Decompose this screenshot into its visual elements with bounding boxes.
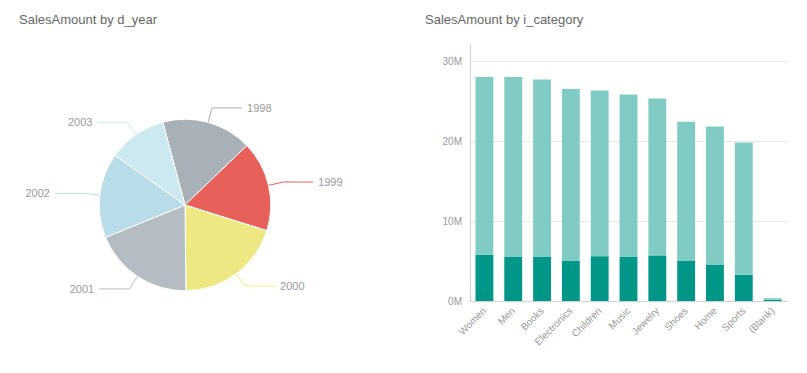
svg-text:Home: Home — [692, 305, 719, 332]
svg-text:(Blank): (Blank) — [746, 305, 776, 335]
svg-text:SalesAmount by i_category: SalesAmount by i_category — [425, 12, 584, 27]
svg-text:2003: 2003 — [68, 116, 92, 128]
svg-text:Music: Music — [606, 305, 632, 331]
svg-text:Electronics: Electronics — [532, 305, 574, 347]
svg-text:20M: 20M — [443, 136, 462, 147]
svg-text:Sports: Sports — [719, 305, 747, 333]
svg-text:1998: 1998 — [247, 102, 271, 114]
svg-text:1999: 1999 — [318, 176, 342, 188]
svg-text:2000: 2000 — [280, 280, 304, 292]
svg-text:2002: 2002 — [25, 187, 49, 199]
svg-text:10M: 10M — [443, 216, 462, 227]
svg-text:Men: Men — [496, 305, 518, 327]
svg-text:Books: Books — [519, 305, 546, 332]
svg-text:Jewelry: Jewelry — [629, 305, 661, 337]
svg-text:0M: 0M — [448, 296, 462, 307]
svg-text:2001: 2001 — [70, 283, 94, 295]
svg-text:Women: Women — [456, 305, 488, 337]
svg-text:30M: 30M — [443, 56, 462, 67]
svg-text:Shoes: Shoes — [662, 305, 690, 333]
svg-text:SalesAmount by d_year: SalesAmount by d_year — [19, 12, 158, 27]
svg-text:Children: Children — [569, 305, 603, 339]
